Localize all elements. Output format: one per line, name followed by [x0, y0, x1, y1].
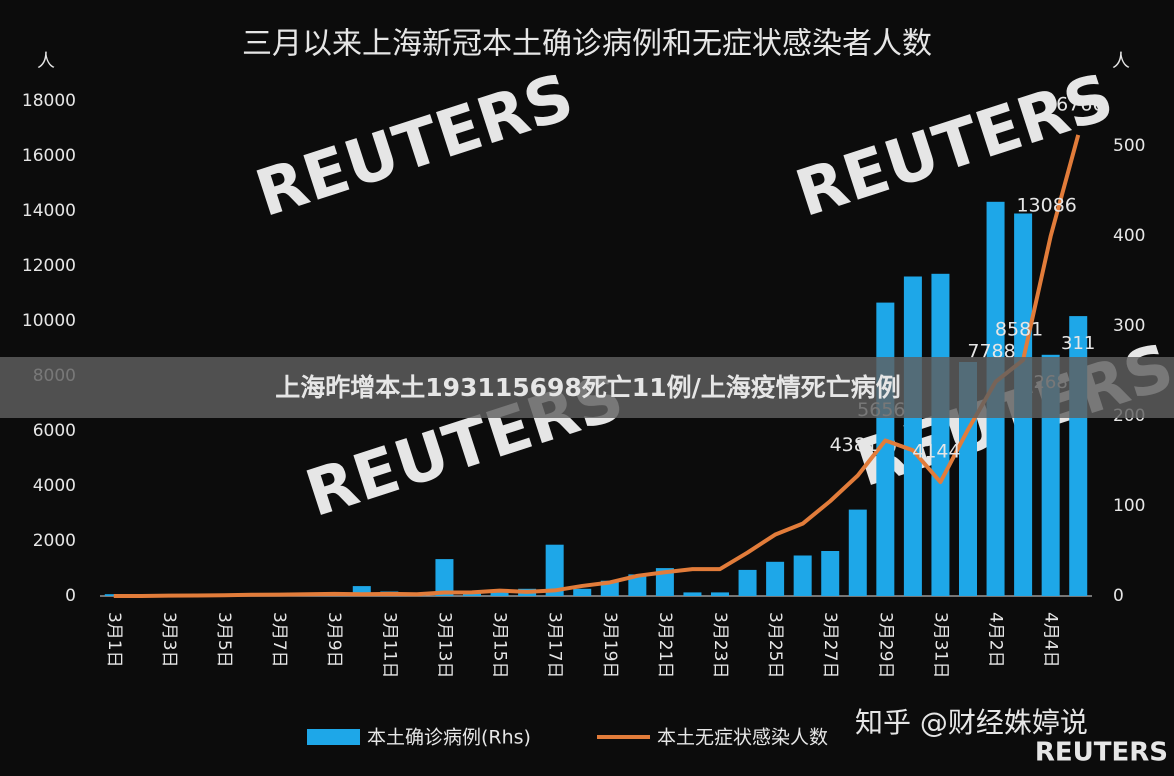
x-tick-label: 3月25日	[765, 612, 785, 678]
x-tick-label: 3月27日	[820, 612, 840, 678]
x-tick-label: 3月17日	[545, 612, 565, 678]
data-label: 311	[1061, 333, 1095, 354]
legend-label: 本土无症状感染人数	[657, 727, 828, 749]
x-tick-label: 3月11日	[379, 612, 399, 678]
legend-swatch	[307, 729, 360, 745]
x-tick-label: 3月15日	[490, 612, 510, 678]
data-label: 8581	[995, 319, 1043, 341]
data-label: 16766	[1044, 93, 1104, 115]
bar	[931, 273, 950, 596]
y-tick-label: 6000	[33, 421, 76, 441]
bar	[793, 555, 812, 596]
x-tick-label: 3月3日	[159, 612, 179, 668]
bar	[573, 588, 592, 596]
x-tick-label: 3月21日	[655, 612, 675, 678]
bar	[848, 509, 867, 596]
x-tick-label: 4月2日	[986, 612, 1006, 668]
y2-tick-label: 300	[1113, 316, 1145, 336]
bar	[545, 544, 564, 596]
y2-tick-label: 500	[1113, 136, 1145, 156]
x-tick-label: 3月7日	[269, 612, 289, 668]
x-tick-label: 3月9日	[324, 612, 344, 668]
bar	[628, 574, 647, 596]
y-tick-label: 12000	[22, 256, 76, 276]
data-label: 13086	[1016, 195, 1076, 217]
bar	[821, 551, 840, 596]
y-tick-label: 0	[65, 586, 76, 606]
watermark: 知乎 @财经姝婷说	[855, 706, 1088, 739]
plot: 0200040006000800010000120001400016000180…	[22, 91, 1146, 678]
x-tick-label: 3月29日	[875, 612, 895, 678]
x-tick-label: 3月31日	[930, 612, 950, 678]
bar	[903, 276, 922, 596]
data-label: 4381	[830, 434, 878, 456]
x-tick-label: 4月4日	[1041, 612, 1061, 668]
bar	[655, 568, 674, 596]
banner-background	[0, 357, 1174, 418]
bar	[352, 586, 371, 596]
y2-axis-label: 人	[1112, 51, 1130, 72]
x-tick-label: 3月23日	[710, 612, 730, 678]
banner: 上海昨增本土193115698死亡11例/上海疫情死亡病例	[275, 373, 900, 402]
y2-tick-label: 100	[1113, 496, 1145, 516]
bar	[683, 592, 702, 596]
y-axis-label: 人	[37, 51, 55, 72]
x-tick-label: 3月1日	[104, 612, 124, 668]
legend-label: 本土确诊病例(Rhs)	[367, 727, 531, 749]
y-tick-label: 18000	[22, 91, 76, 111]
data-label: 7788	[967, 340, 1015, 362]
x-tick-label: 3月19日	[600, 612, 620, 678]
bar	[490, 591, 509, 596]
y-tick-label: 2000	[33, 531, 76, 551]
data-label: 4144	[912, 441, 960, 463]
x-tick-label: 3月13日	[434, 612, 454, 678]
bar	[766, 561, 785, 596]
bar	[435, 559, 454, 596]
bar	[738, 569, 757, 596]
chart-title: 三月以来上海新冠本土确诊病例和无症状感染者人数	[242, 27, 932, 62]
y2-tick-label: 400	[1113, 226, 1145, 246]
line	[113, 134, 1081, 598]
bar	[711, 592, 729, 596]
y-tick-label: 4000	[33, 476, 76, 496]
watermark: REUTERS	[1035, 738, 1168, 768]
y2-tick-label: 0	[1113, 586, 1124, 606]
y-tick-label: 16000	[22, 146, 76, 166]
y-tick-label: 10000	[22, 311, 76, 331]
y-tick-label: 14000	[22, 201, 76, 221]
x-tick-label: 3月5日	[214, 612, 234, 668]
